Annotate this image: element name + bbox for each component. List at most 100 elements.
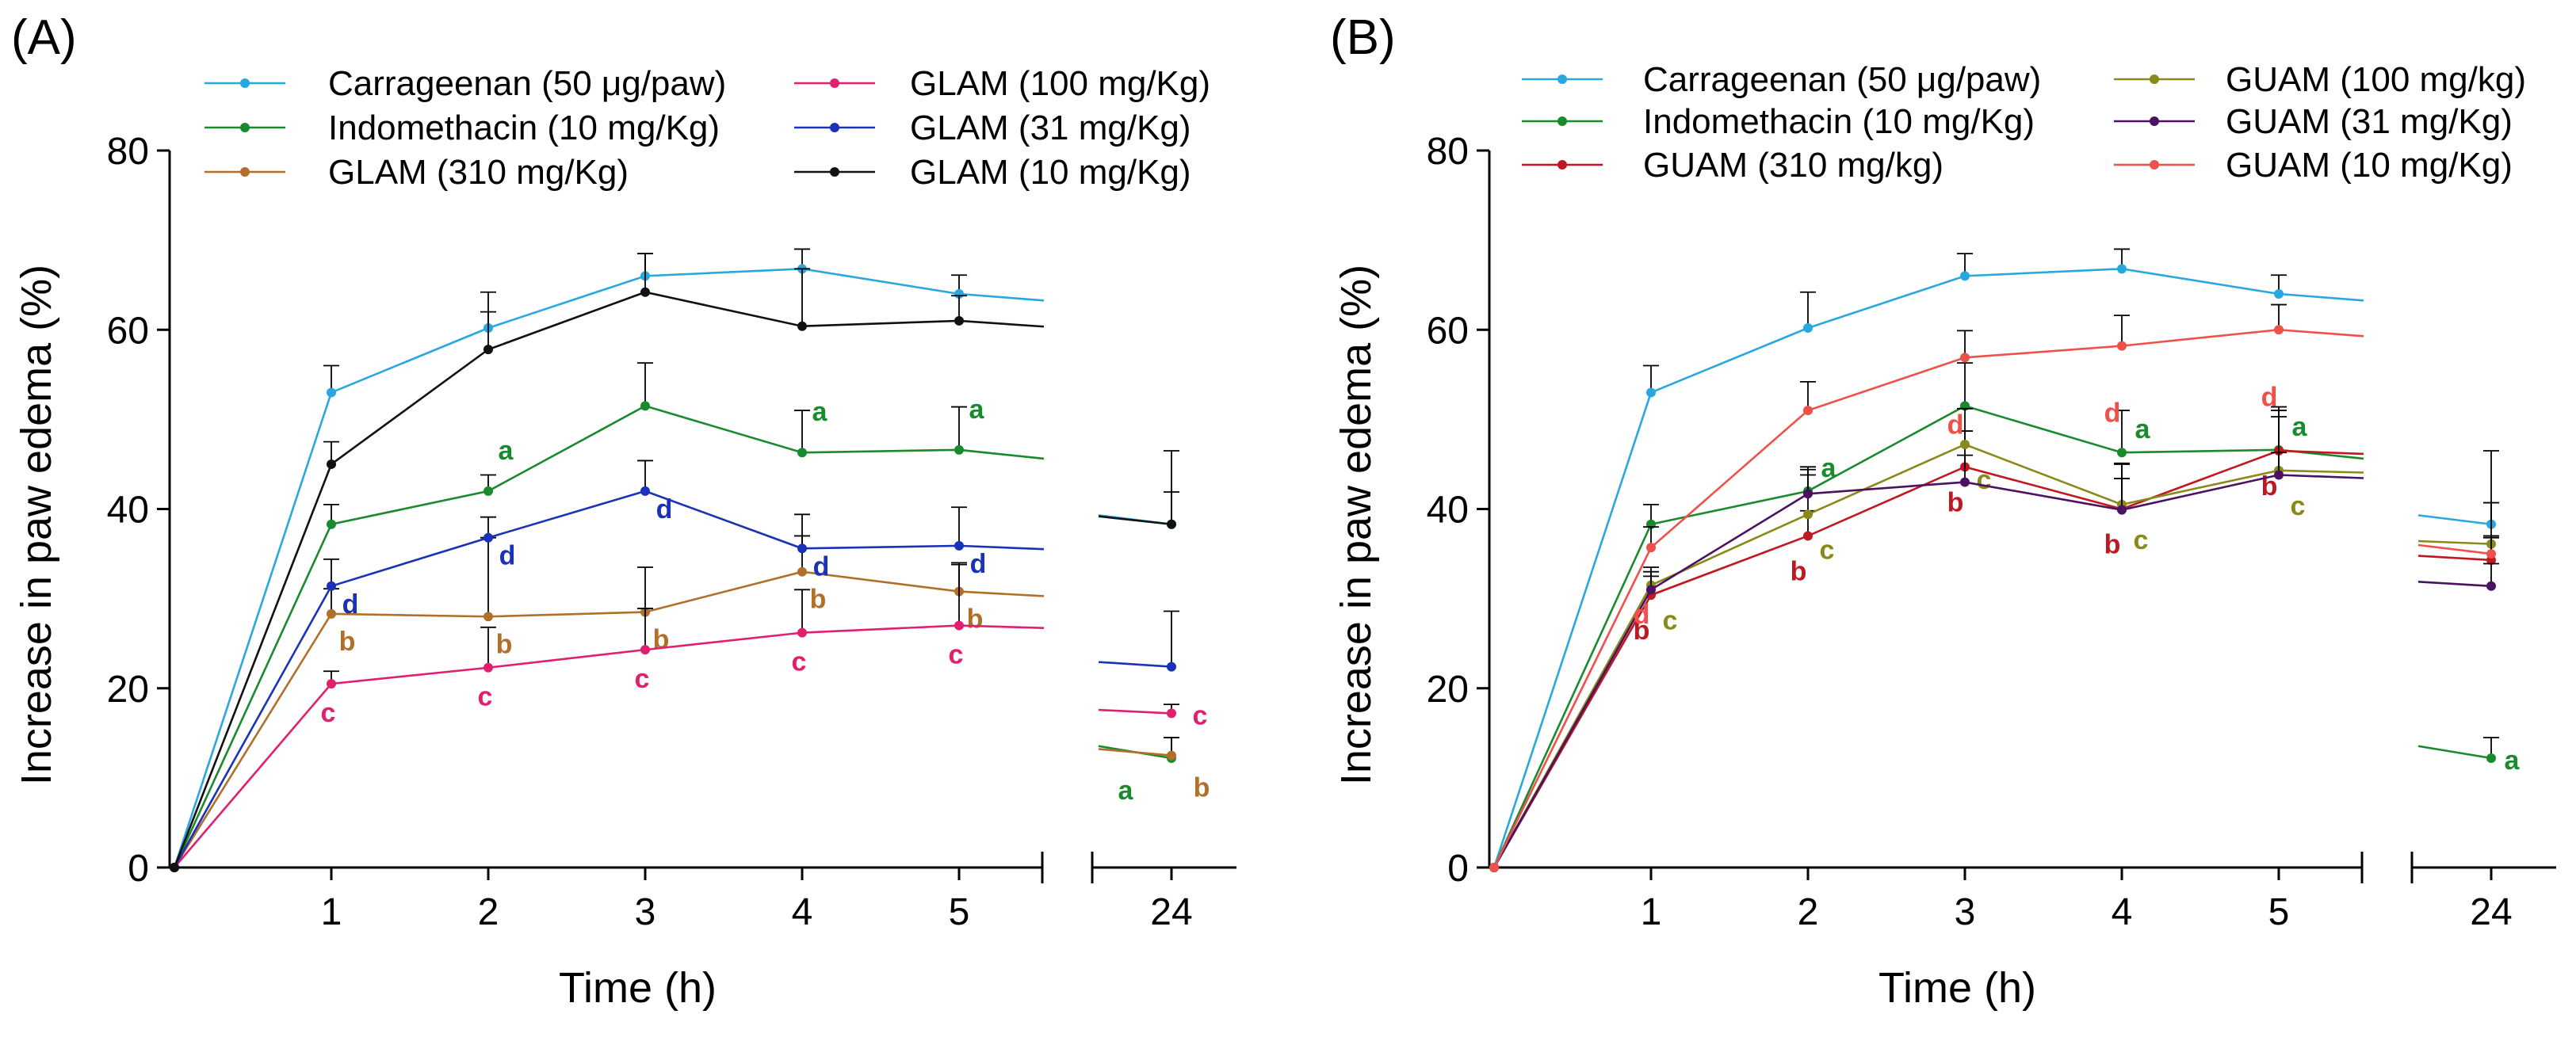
chart-panel-b: (B) 0 20 40 60 80 Increase in paw edema (%) 1 2 3… (1330, 10, 2556, 1012)
series-4 (1489, 452, 2499, 872)
significance-label: c (1977, 465, 1992, 495)
x-tick-label: 4 (792, 891, 813, 933)
series-line-late (2417, 543, 2492, 555)
data-point (483, 345, 493, 355)
legend-swatch-marker (240, 123, 250, 132)
legend-swatch-marker (240, 167, 250, 177)
series-1: a a a a (170, 362, 1179, 872)
data-point (954, 315, 964, 326)
x-tick-label: 4 (2112, 891, 2133, 933)
data-point (327, 519, 336, 529)
data-point (954, 444, 964, 455)
data-point (954, 620, 964, 631)
series-line-early (1492, 443, 2364, 868)
panel-label: (B) (1330, 10, 1396, 65)
legend-item: GUAM (31 mg/Kg) (2114, 102, 2513, 141)
data-point (1646, 543, 1656, 553)
data-point (327, 459, 336, 469)
data-point (1803, 489, 1813, 499)
x-tick-label: 24 (2470, 891, 2512, 933)
series-line-late (2417, 540, 2492, 545)
significance-label: a (1118, 776, 1134, 806)
significance-label: c (1663, 606, 1678, 636)
legend-item: Carrageenan (50 μg/paw) (204, 64, 726, 103)
series-line-early (173, 490, 1045, 868)
significance-label: b (810, 585, 827, 615)
data-point (797, 448, 807, 458)
data-point (640, 287, 650, 297)
legend-swatch-marker (830, 167, 839, 177)
data-point (1960, 271, 1970, 281)
data-point (483, 612, 493, 622)
data-point (640, 401, 650, 411)
series-line-early (174, 624, 1045, 868)
x-tick-label: 5 (2268, 891, 2290, 933)
legend-swatch-marker (830, 123, 839, 132)
data-point (2117, 505, 2127, 515)
series-line-late (1098, 748, 1172, 757)
y-tick-label: 60 (1427, 310, 1469, 352)
data-point (170, 863, 179, 872)
significance-label: c (1193, 700, 1208, 730)
series-5: d d d d (1489, 303, 2499, 872)
data-point (327, 608, 336, 619)
series-line-early (1492, 474, 2364, 868)
significance-label: d (1634, 600, 1650, 630)
data-point (483, 486, 493, 496)
legend-swatch-marker (240, 78, 250, 88)
data-point (1167, 750, 1176, 761)
data-point (640, 486, 650, 496)
series-line-early (1492, 268, 2364, 868)
significance-label: c (949, 640, 964, 670)
data-point (1960, 477, 1970, 487)
data-point (1646, 387, 1656, 398)
y-axis-title: Increase in paw edema (%) (1332, 265, 1380, 785)
series-line-late (1098, 708, 1172, 715)
significance-label: b (2104, 530, 2121, 560)
data-point (1960, 353, 1970, 363)
data-point (1167, 662, 1176, 672)
legend-label: GUAM (31 mg/Kg) (2226, 102, 2513, 141)
significance-label: c (2291, 491, 2306, 521)
significance-label: d (499, 541, 516, 571)
x-tick-label: 24 (1150, 891, 1192, 933)
data-point (483, 662, 493, 673)
series-line-late (1098, 661, 1172, 668)
x-tick-label: 2 (478, 891, 499, 933)
legend-item: Indomethacin (10 mg/Kg) (204, 109, 720, 147)
x-tick-label: 2 (1798, 891, 1819, 933)
data-point (797, 566, 807, 577)
y-tick-label: 40 (107, 490, 149, 532)
legend-swatch-marker (2150, 74, 2159, 84)
significance-label: a (812, 397, 828, 427)
legend-item: GUAM (10 mg/Kg) (2114, 146, 2513, 185)
legend-label: Carrageenan (50 μg/paw) (1643, 60, 2041, 99)
significance-label: d (970, 549, 987, 579)
significance-label: d (1947, 410, 1964, 440)
x-tick-label: 3 (635, 891, 656, 933)
significance-label: c (321, 698, 336, 728)
legend-item: Indomethacin (10 mg/Kg) (1522, 102, 2035, 141)
significance-label: b (967, 604, 984, 635)
legend-label: Indomethacin (10 mg/Kg) (328, 109, 720, 147)
significance-label: d (2261, 382, 2278, 412)
y-tick-label: 80 (1427, 131, 1469, 173)
significance-label: c (478, 682, 493, 712)
significance-label: a (1821, 453, 1837, 483)
x-axis-title: Time (h) (1878, 964, 2036, 1012)
significance-label: a (2135, 414, 2151, 444)
y-tick-label: 0 (128, 848, 149, 890)
legend-item: GLAM (310 mg/Kg) (204, 153, 629, 192)
data-point (327, 387, 336, 398)
significance-label: b (1634, 616, 1650, 646)
significance-label: b (496, 629, 513, 659)
significance-label: d (2104, 398, 2121, 429)
legend-item: GUAM (100 mg/kg) (2114, 60, 2526, 99)
data-point (1167, 708, 1176, 719)
data-point (1960, 440, 1970, 450)
legend-item: GLAM (10 mg/Kg) (794, 153, 1191, 192)
significance-label: a (2292, 412, 2308, 442)
data-point (1646, 585, 1656, 595)
legend-label: GLAM (310 mg/Kg) (328, 153, 629, 192)
